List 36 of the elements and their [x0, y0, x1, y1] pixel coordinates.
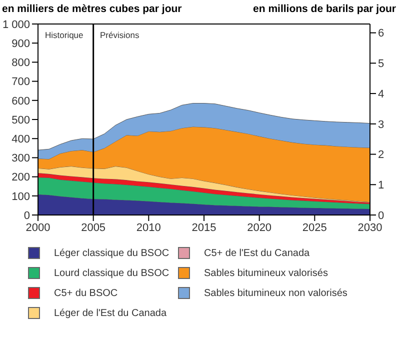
y2-tick-label: 3 [378, 118, 384, 131]
y-tick-label: 700 [12, 76, 30, 88]
y-tick-label: 0 [24, 210, 30, 222]
y-tick-label: 900 [12, 38, 30, 50]
y-tick-label: 1 000 [2, 18, 30, 31]
y2-tick-label: 1 [378, 180, 384, 192]
y2-tick-label: 5 [378, 58, 384, 70]
legend-label: C5+ du BSOC [54, 288, 118, 298]
y2-tick-label: 6 [378, 28, 384, 40]
x-tick-label: 2015 [192, 222, 216, 234]
y-tick-label: 200 [12, 172, 30, 184]
legend-label: Lourd classique du BSOC [54, 268, 170, 278]
legend-label: Léger classique du BSOC [54, 248, 170, 258]
y-tick-label: 300 [12, 152, 30, 165]
x-tick-label: 2025 [302, 222, 327, 234]
x-tick-label: 2030 [358, 222, 382, 234]
annotation: Prévisions [100, 30, 140, 40]
annotation: Historique [45, 30, 84, 40]
legend-label: Sables bitumineux non valorisés [204, 288, 348, 298]
y2-tick-label: 0 [378, 210, 384, 222]
legend-label: C5+ de l'Est du Canada [204, 248, 310, 258]
y-tick-label: 400 [12, 134, 30, 146]
legend-label: Sables bitumineux valorisés [204, 268, 328, 278]
y-tick-label: 500 [12, 114, 30, 126]
x-tick-label: 2020 [247, 222, 272, 234]
y-tick-label: 600 [12, 95, 30, 108]
y2-tick-label: 4 [378, 88, 384, 100]
x-tick-label: 2005 [81, 222, 106, 234]
x-tick-label: 2000 [26, 222, 50, 234]
y-tick-label: 800 [12, 57, 30, 70]
y2-axis-title: en millions de barils par jour [253, 3, 396, 17]
y-axis-title: en milliers de mètres cubes par jour [2, 3, 182, 17]
legend-label: Léger de l'Est du Canada [54, 308, 167, 318]
x-tick-label: 2010 [136, 222, 161, 234]
y-tick-label: 100 [12, 190, 30, 203]
y2-tick-label: 2 [378, 149, 384, 162]
